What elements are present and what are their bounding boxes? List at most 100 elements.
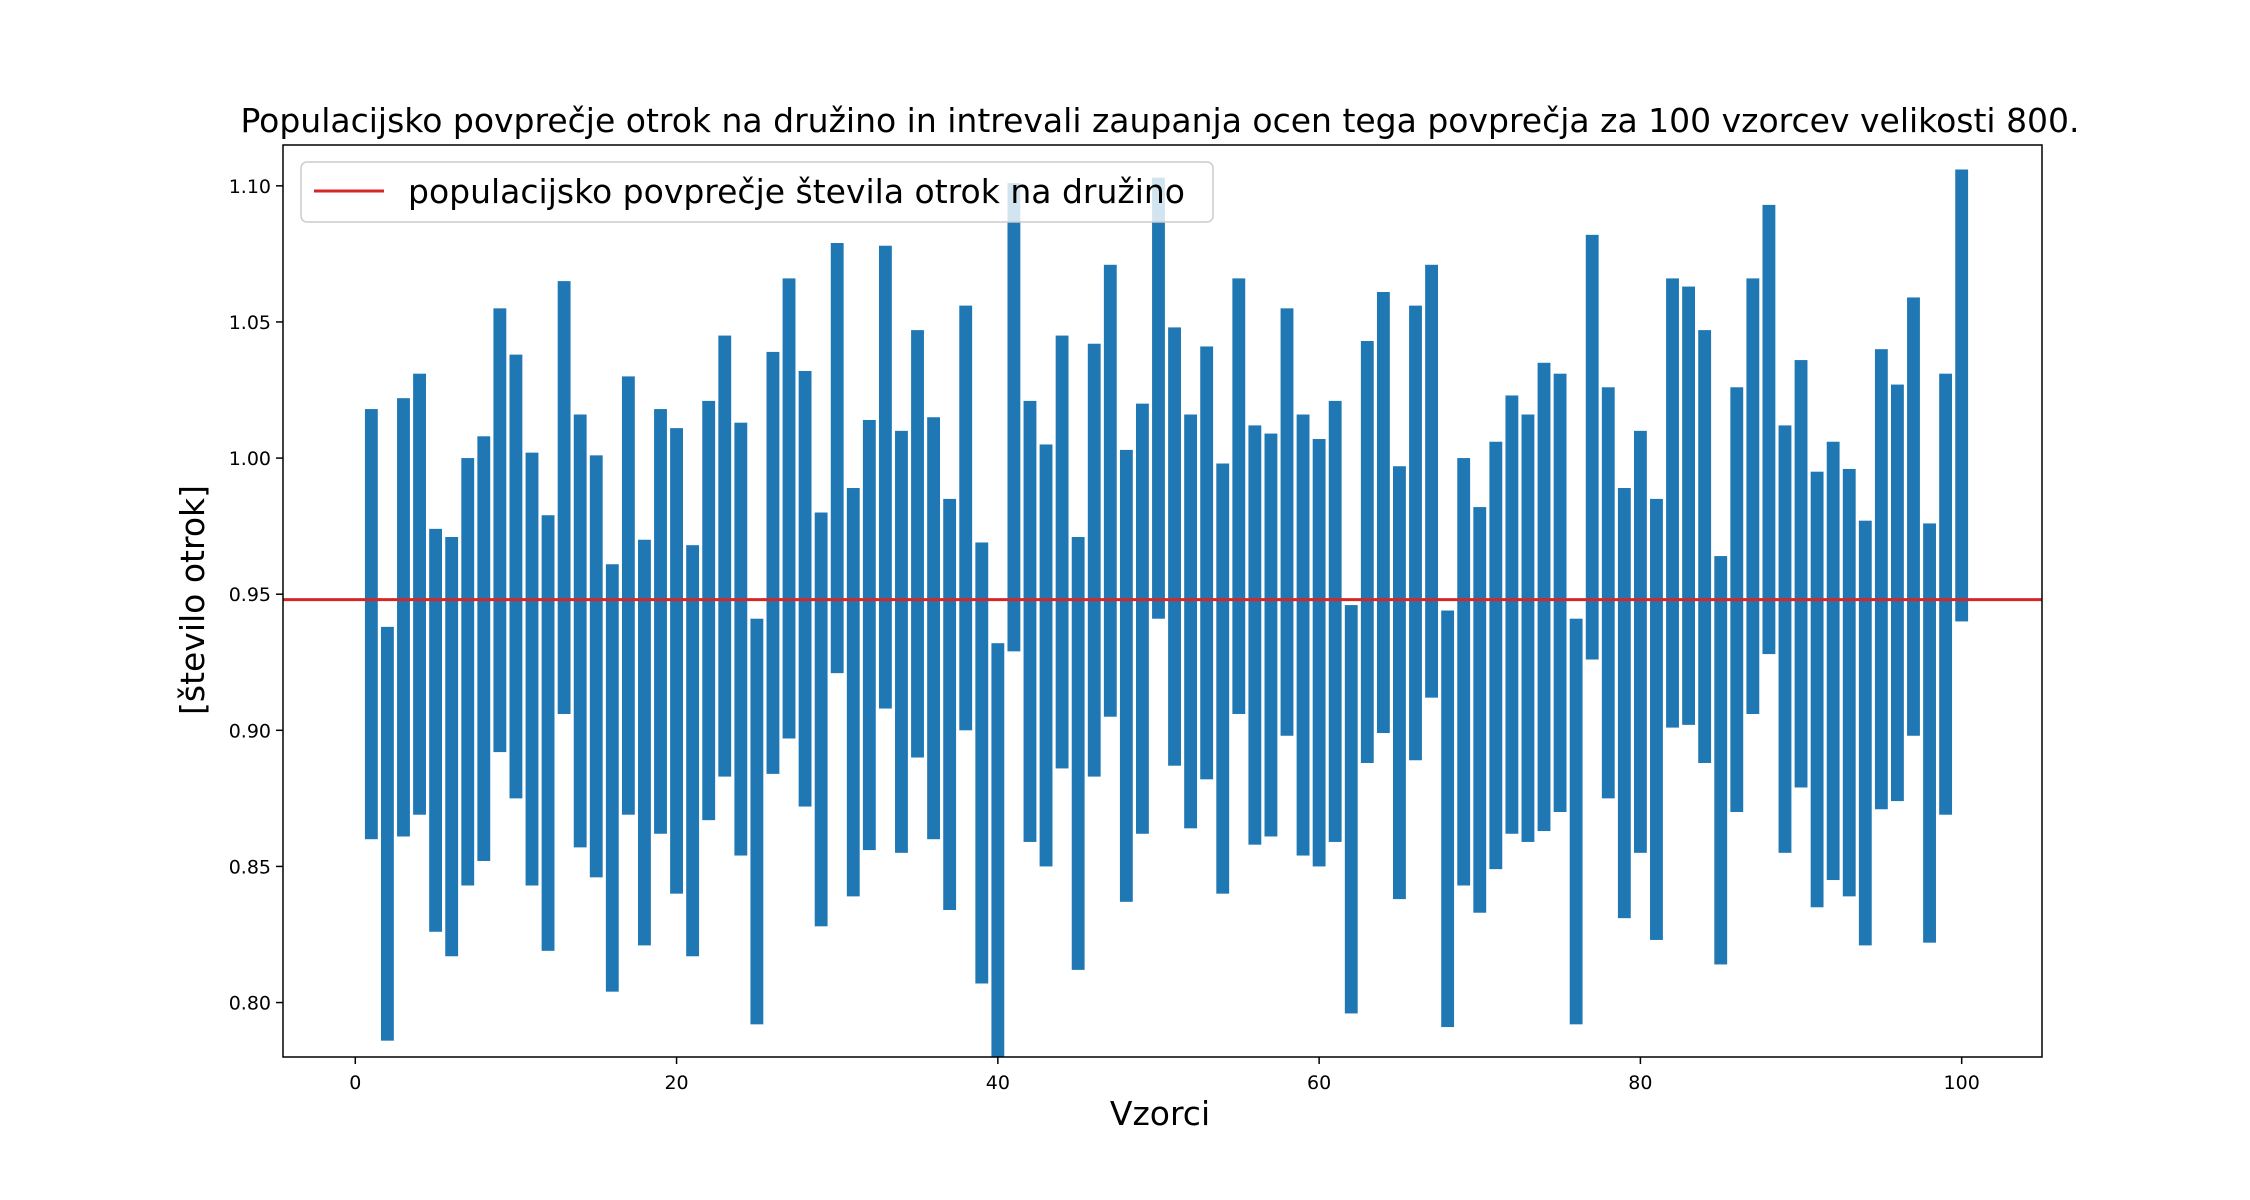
- interval-bar: [573, 414, 587, 848]
- interval-bar: [1698, 330, 1712, 763]
- interval-bar: [1762, 204, 1776, 655]
- interval-bar: [1023, 400, 1037, 842]
- interval-bar: [1939, 373, 1953, 815]
- y-axis: 0.80 0.85 0.90 0.95 1.00 1.05 1.10: [229, 176, 283, 1015]
- interval-bar: [654, 409, 667, 834]
- interval-bar: [1135, 403, 1149, 834]
- interval-bar: [1216, 463, 1230, 894]
- interval-bar: [429, 528, 443, 932]
- interval-bar: [525, 452, 539, 886]
- interval-bar: [943, 498, 957, 910]
- interval-bar: [1537, 362, 1551, 832]
- interval-bar: [1794, 360, 1808, 788]
- interval-bar: [959, 305, 973, 731]
- interval-bar: [638, 539, 651, 946]
- interval-bar: [1746, 278, 1760, 714]
- x-tick-label: 100: [1944, 1072, 1980, 1094]
- interval-bar: [1393, 466, 1406, 900]
- interval-bar: [1312, 439, 1326, 867]
- interval-bar: [1376, 292, 1390, 734]
- x-axis-title: Vzorci: [1110, 1094, 1210, 1133]
- interval-bar: [477, 436, 491, 861]
- interval-bar: [589, 455, 603, 878]
- bars: [364, 169, 1969, 1057]
- interval-bar: [702, 400, 716, 821]
- interval-bar: [1874, 349, 1888, 810]
- interval-bar: [1682, 286, 1696, 725]
- interval-bar: [846, 488, 860, 897]
- interval-bar: [927, 417, 941, 840]
- chart-title: Populacijsko povprečje otrok na družino …: [240, 101, 2079, 140]
- interval-bar: [1569, 618, 1583, 1025]
- interval-bar: [461, 458, 475, 886]
- interval-bar: [1280, 308, 1294, 736]
- interval-bar: [509, 354, 523, 799]
- interval-bar: [1200, 346, 1214, 780]
- interval-bar: [1409, 305, 1422, 761]
- x-axis: 0 20 40 60 80 100: [349, 1057, 1980, 1094]
- interval-bar: [1441, 610, 1455, 1028]
- y-tick-label: 0.80: [229, 993, 271, 1015]
- interval-bar: [1103, 264, 1117, 717]
- interval-bar: [1842, 468, 1856, 897]
- interval-bar: [830, 243, 844, 674]
- x-tick-label: 40: [986, 1072, 1010, 1094]
- interval-bar: [557, 281, 571, 714]
- y-tick-label: 1.10: [229, 176, 271, 198]
- interval-bar: [1152, 177, 1165, 619]
- interval-bar: [397, 398, 410, 837]
- interval-bar: [911, 330, 924, 758]
- interval-bar: [1810, 471, 1824, 908]
- x-tick-label: 60: [1307, 1072, 1331, 1094]
- interval-bar: [1087, 343, 1101, 777]
- interval-bar: [1826, 441, 1840, 881]
- interval-bar: [1714, 556, 1728, 965]
- interval-bar: [734, 422, 748, 856]
- interval-bar: [1007, 183, 1021, 652]
- interval-bar: [1633, 430, 1647, 853]
- interval-bar: [1296, 414, 1310, 856]
- interval-bar: [1039, 444, 1053, 867]
- interval-bar: [814, 512, 828, 927]
- interval-bar: [1778, 425, 1792, 853]
- interval-bar: [621, 376, 635, 815]
- interval-bar: [1473, 507, 1487, 913]
- y-tick-label: 0.95: [229, 584, 271, 606]
- y-tick-label: 1.00: [229, 448, 271, 470]
- interval-bar: [1505, 395, 1519, 834]
- interval-bar: [782, 278, 796, 739]
- interval-bar: [1650, 498, 1663, 940]
- interval-bar: [878, 245, 892, 709]
- interval-bar: [1601, 387, 1615, 799]
- interval-bar: [445, 537, 459, 957]
- interval-bar: [1055, 335, 1069, 769]
- legend-label: populacijsko povprečje števila otrok na …: [408, 172, 1185, 211]
- interval-bar: [1891, 384, 1904, 802]
- interval-bar: [380, 626, 394, 1041]
- x-tick-label: 0: [349, 1072, 361, 1094]
- interval-bar: [670, 428, 683, 894]
- interval-bar: [1457, 458, 1471, 886]
- interval-bar: [1425, 264, 1438, 698]
- interval-bar: [1168, 327, 1181, 766]
- interval-bar: [1955, 169, 1969, 622]
- interval-bar: [1521, 414, 1535, 842]
- interval-bar: [1666, 278, 1679, 728]
- interval-bar: [1264, 433, 1278, 837]
- legend: populacijsko povprečje števila otrok na …: [300, 161, 1214, 223]
- interval-bar: [1344, 605, 1358, 1014]
- interval-bar: [1585, 234, 1599, 660]
- interval-bar: [541, 515, 555, 951]
- interval-bar: [1232, 278, 1246, 714]
- interval-bar: [766, 351, 780, 774]
- interval-bar: [1071, 537, 1085, 970]
- interval-bar: [862, 419, 876, 851]
- y-axis-title: [število otrok]: [173, 485, 212, 715]
- x-tick-label: 80: [1628, 1072, 1652, 1094]
- interval-bar: [991, 643, 1005, 1057]
- y-tick-label: 0.85: [229, 856, 271, 878]
- interval-bar: [895, 430, 908, 853]
- x-tick-label: 20: [664, 1072, 688, 1094]
- interval-bar: [1617, 488, 1631, 919]
